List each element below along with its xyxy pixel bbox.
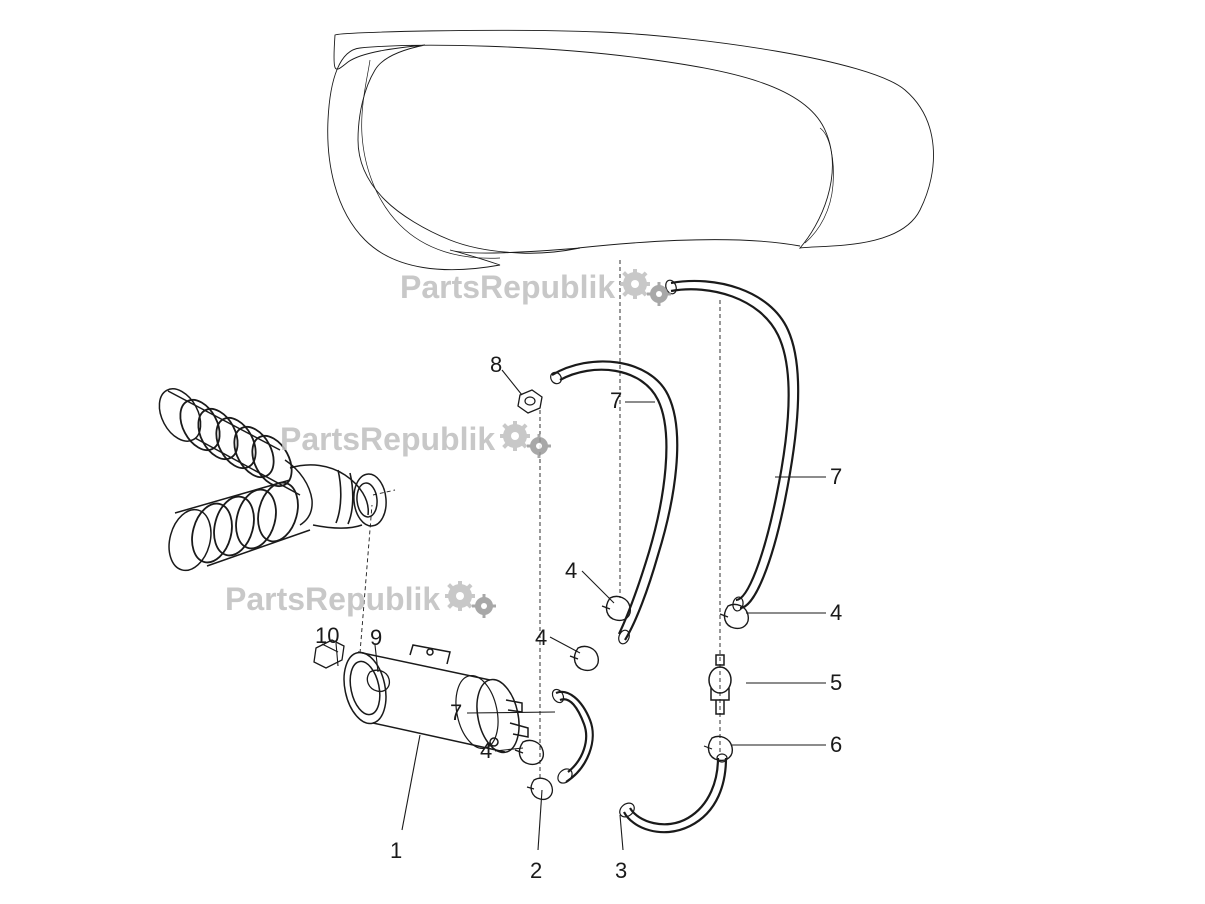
parts-diagram-container: PartsRepublik — [0, 0, 1205, 904]
callout-lines — [0, 0, 1205, 904]
